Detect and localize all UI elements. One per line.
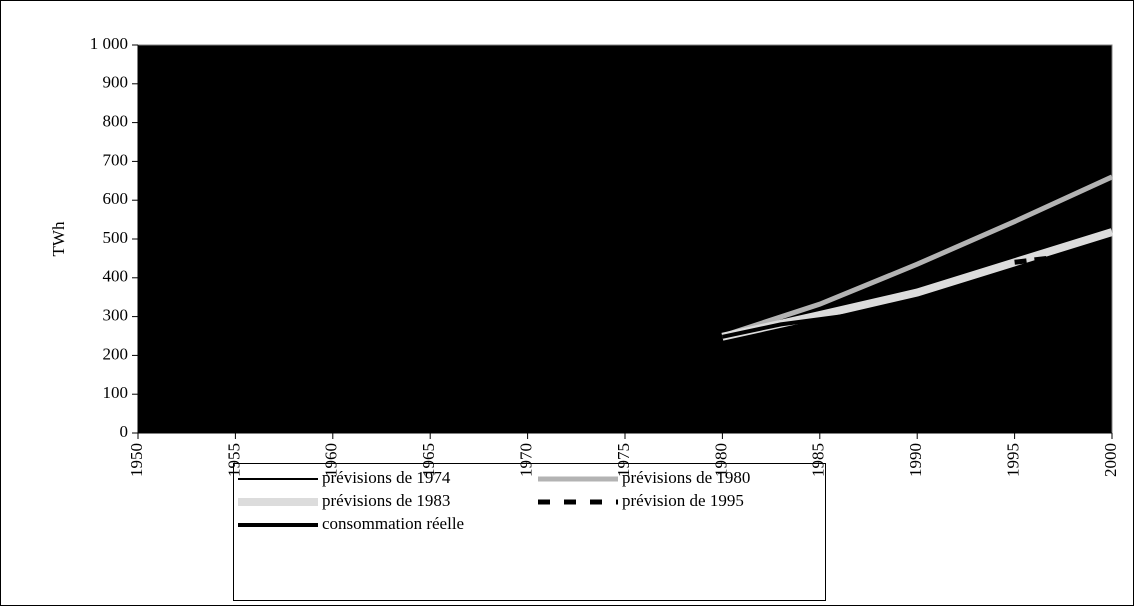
y-tick-label: 800	[103, 112, 129, 131]
y-tick-label: 1 000	[90, 34, 128, 53]
x-tick-label: 1955	[224, 443, 243, 477]
x-tick-label: 1950	[127, 443, 146, 477]
legend-label: consommation réelle	[322, 514, 464, 533]
y-tick-label: 300	[103, 306, 129, 325]
x-tick-label: 2000	[1101, 443, 1120, 477]
series-line	[721, 308, 879, 339]
x-tick-label: 1960	[322, 443, 341, 477]
legend-label: prévisions de 1983	[322, 491, 450, 510]
x-tick-label: 1970	[517, 443, 536, 477]
y-tick-label: 400	[103, 267, 129, 286]
legend-label: prévisions de 1974	[322, 468, 451, 487]
plot-area	[137, 44, 1113, 434]
x-tick-label: 1990	[906, 443, 925, 477]
y-tick-label: 900	[103, 73, 129, 92]
y-tick-label: 100	[103, 383, 129, 402]
x-tick-label: 1975	[614, 443, 633, 477]
x-tick-label: 1995	[1004, 443, 1023, 477]
legend	[233, 463, 826, 601]
x-tick-label: 1985	[809, 443, 828, 477]
legend-label: prévisions de 1980	[622, 468, 750, 487]
series-line	[721, 174, 1114, 339]
y-tick-label: 500	[103, 228, 129, 247]
y-axis-label: TWh	[49, 221, 68, 256]
y-tick-label: 600	[103, 189, 129, 208]
legend-label: prévision de 1995	[622, 491, 744, 510]
y-tick-label: 0	[120, 422, 129, 441]
x-tick-label: 1980	[711, 443, 730, 477]
x-tick-label: 1965	[419, 443, 438, 477]
series-line	[1014, 248, 1113, 265]
y-tick-label: 700	[103, 150, 129, 169]
y-tick-label: 200	[103, 344, 129, 363]
